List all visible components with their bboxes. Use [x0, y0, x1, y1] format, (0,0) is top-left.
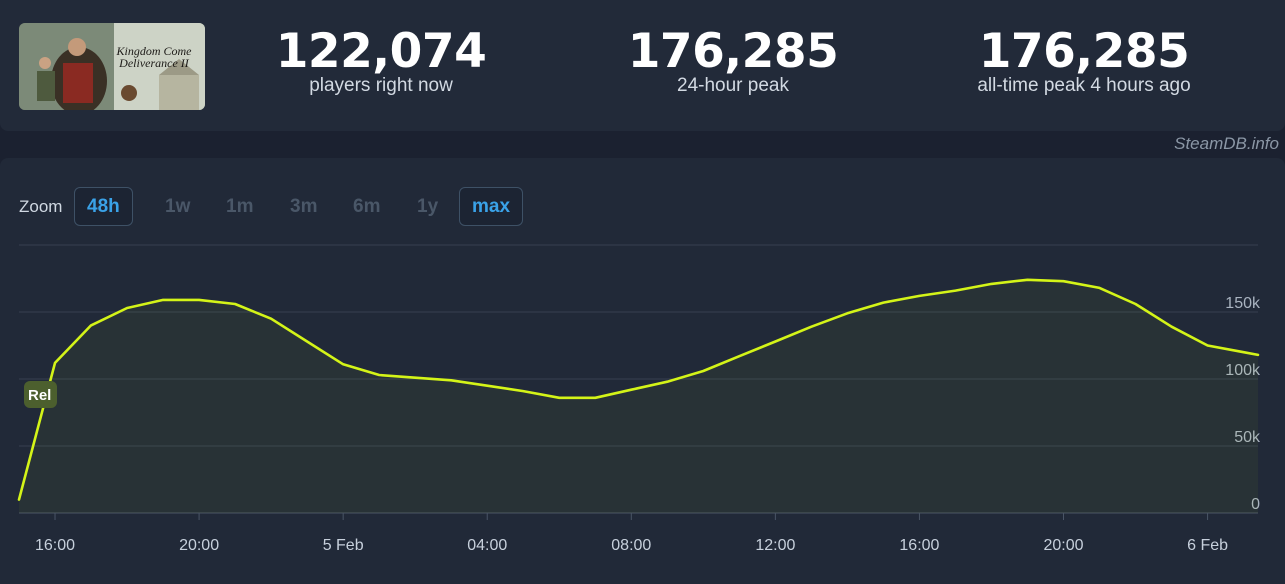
stat-label: players right now — [309, 75, 453, 96]
release-flag — [24, 381, 57, 408]
series-area — [19, 279, 1258, 513]
banner-art — [19, 23, 205, 110]
series-line — [17, 278, 1260, 501]
stat-current-players: 122,074 players right now — [231, 24, 531, 97]
zoom-3m-button[interactable]: 3m — [277, 187, 330, 226]
zoom-label: Zoom — [19, 197, 63, 216]
zoom-6m-button[interactable]: 6m — [340, 187, 393, 226]
zoom-1y-button[interactable]: 1y — [404, 187, 451, 226]
x-tick-label: 08:00 — [611, 537, 651, 554]
y-tick-label: 100k — [1225, 362, 1261, 379]
x-tick-label: 6 Feb — [1187, 537, 1228, 554]
stat-value: 176,285 — [627, 24, 839, 79]
y-tick-label: 0 — [1251, 496, 1260, 513]
x-tick-label: 20:00 — [1043, 537, 1083, 554]
stat-24h-peak: 176,285 24-hour peak — [583, 24, 883, 97]
stat-label: all-time peak 4 hours ago — [977, 75, 1191, 96]
zoom-1w-button[interactable]: 1w — [152, 187, 203, 226]
game-banner-image[interactable]: Kingdom Come Deliverance II — [19, 23, 205, 110]
x-tick-label: 5 Feb — [323, 537, 364, 554]
stat-label: 24-hour peak — [677, 75, 789, 96]
y-tick-label: 50k — [1234, 429, 1261, 446]
y-tick-label: 150k — [1225, 295, 1261, 312]
x-tick-label: 20:00 — [179, 537, 219, 554]
stats-bar: Kingdom Come Deliverance II 122,074 play… — [0, 0, 1285, 131]
x-tick-label: 12:00 — [755, 537, 795, 554]
stat-value: 176,285 — [978, 24, 1190, 79]
stat-all-time-peak: 176,285 all-time peak 4 hours ago — [934, 24, 1234, 97]
zoom-1m-button[interactable]: 1m — [213, 187, 266, 226]
banner-title: Kingdom Come Deliverance II — [116, 44, 192, 70]
release-flag-label: Rel — [28, 387, 51, 404]
stat-value: 122,074 — [275, 24, 487, 79]
zoom-48h-button[interactable]: 48h — [74, 187, 133, 226]
x-tick-label: 04:00 — [467, 537, 507, 554]
steamdb-watermark[interactable]: SteamDB.info — [1174, 134, 1279, 153]
x-tick-label: 16:00 — [899, 537, 939, 554]
x-tick-label: 16:00 — [35, 537, 75, 554]
zoom-max-button[interactable]: max — [459, 187, 524, 226]
